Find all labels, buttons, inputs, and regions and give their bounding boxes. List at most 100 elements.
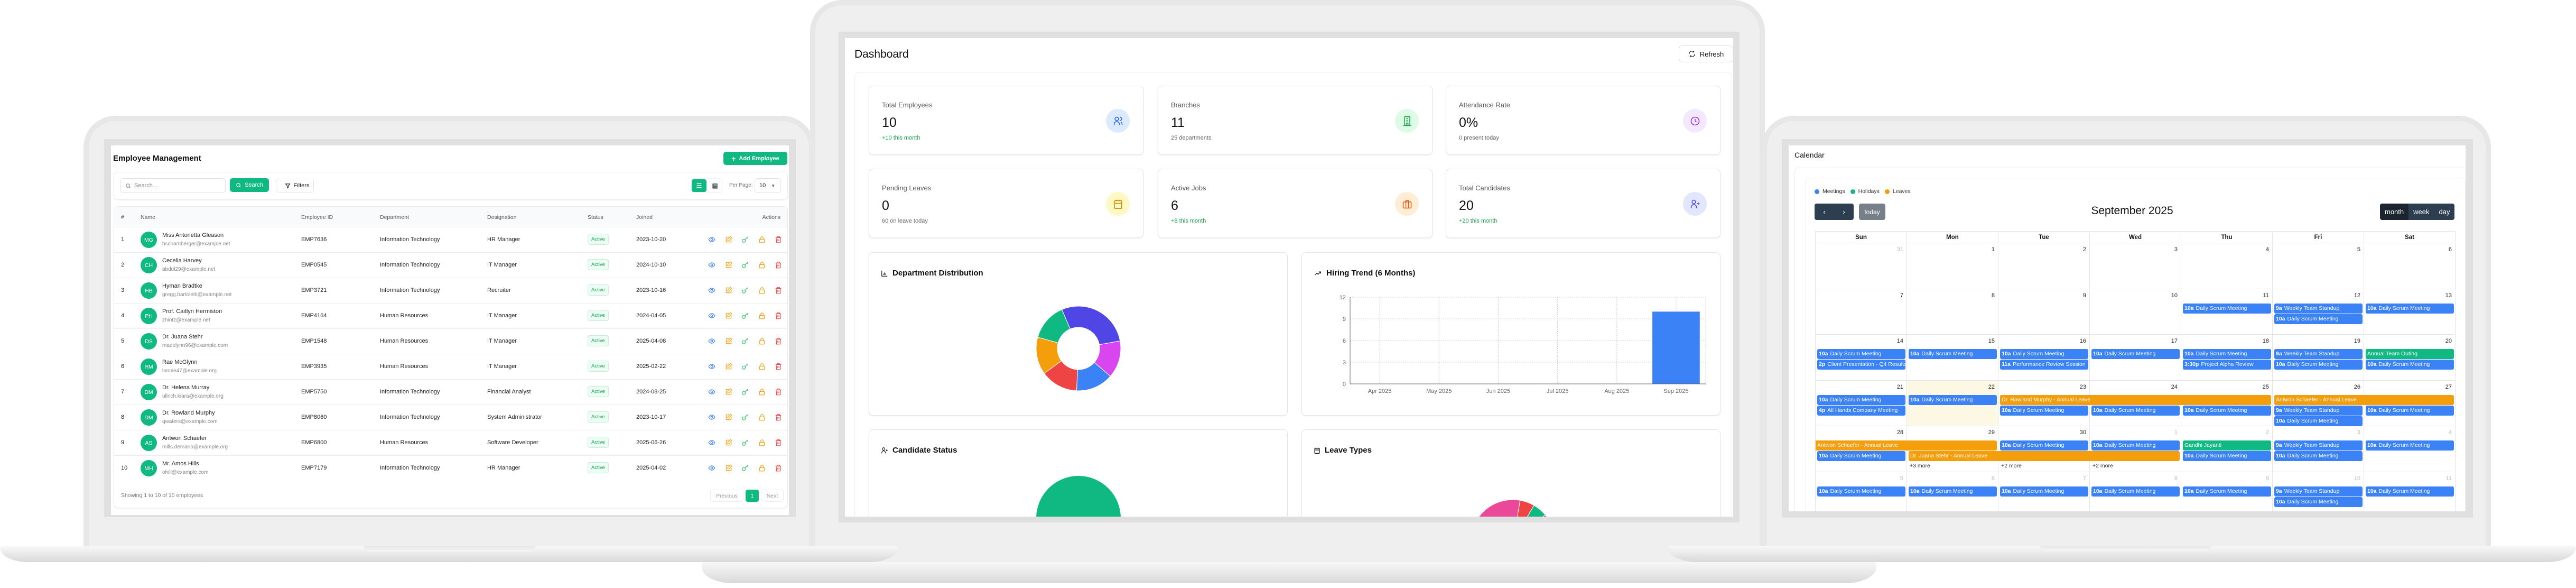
day-number[interactable]: 5	[2357, 246, 2360, 253]
day-cell[interactable]: 19	[2273, 335, 2364, 381]
day-number[interactable]: 4	[2448, 429, 2452, 436]
leave-event[interactable]: Antwon Schaefer - Annual Leave	[2274, 394, 2454, 405]
employee-name[interactable]: Dr. Helena Murray	[162, 384, 210, 391]
day-cell[interactable]: 5	[2273, 243, 2364, 289]
calendar-event[interactable]: 10a Daily Scrum Meeting	[1909, 486, 1997, 497]
search-button[interactable]: Search	[230, 178, 269, 192]
day-cell[interactable]: 15	[1907, 335, 1998, 381]
edit-icon[interactable]	[725, 311, 732, 320]
grid-view-button[interactable]: ▦	[712, 182, 718, 189]
list-view-button[interactable]: ☰	[692, 179, 706, 192]
lock-icon[interactable]	[758, 235, 766, 244]
column-header[interactable]: Name	[141, 214, 156, 221]
day-number[interactable]: 7	[1900, 292, 1903, 299]
day-number[interactable]: 10	[2354, 475, 2360, 482]
calendar-event[interactable]: 10a Daily Scrum Meeting	[1909, 394, 1997, 405]
calendar-event[interactable]: 10a Daily Scrum Meeting	[2366, 303, 2454, 314]
day-number[interactable]: 17	[2171, 338, 2178, 345]
edit-icon[interactable]	[725, 464, 732, 472]
day-cell[interactable]: 10	[2273, 472, 2364, 511]
day-number[interactable]: 27	[2445, 383, 2452, 390]
day-cell[interactable]: 11	[2364, 472, 2456, 511]
column-header[interactable]: Joined	[636, 214, 653, 221]
day-number[interactable]: 31	[1896, 246, 1903, 253]
day-number[interactable]: 9	[2082, 292, 2086, 299]
calendar-event[interactable]: 10a Daily Scrum Meeting	[1817, 349, 1905, 360]
day-cell[interactable]: 5	[1816, 472, 1907, 511]
key-icon[interactable]	[741, 235, 749, 244]
day-number[interactable]: 8	[1991, 292, 1995, 299]
calendar-event[interactable]: 10a Daily Scrum Meeting	[2183, 303, 2271, 314]
day-number[interactable]: 29	[1988, 429, 1995, 436]
eye-icon[interactable]	[708, 235, 715, 244]
calendar-event[interactable]: 10a Daily Scrum Meeting	[2274, 497, 2363, 507]
key-icon[interactable]	[741, 362, 749, 371]
day-number[interactable]: 21	[1896, 383, 1903, 390]
calendar-event[interactable]: 10a Daily Scrum Meeting	[1817, 394, 1905, 405]
edit-icon[interactable]	[725, 235, 732, 244]
day-number[interactable]: 13	[2445, 292, 2452, 299]
calendar-event[interactable]: 10a Daily Scrum Meeting	[2091, 405, 2180, 416]
edit-icon[interactable]	[725, 388, 732, 396]
eye-icon[interactable]	[708, 438, 715, 447]
employee-name[interactable]: Dr. Juana Stehr	[162, 334, 203, 340]
calendar-event[interactable]: 9a Weekly Team Standup	[2274, 303, 2363, 314]
day-cell[interactable]: 30	[1998, 426, 2090, 472]
day-number[interactable]: 23	[2079, 383, 2086, 390]
day-cell[interactable]: 8	[1907, 289, 1998, 335]
employee-name[interactable]: Antwon Schaefer	[162, 435, 207, 442]
day-cell[interactable]: 9	[2181, 472, 2273, 511]
day-number[interactable]: 2	[2082, 246, 2086, 253]
day-cell[interactable]: 14	[1816, 335, 1907, 381]
calendar-event[interactable]: 10a Daily Scrum Meeting	[2091, 486, 2180, 497]
day-number[interactable]: 2	[2265, 429, 2269, 436]
lock-icon[interactable]	[758, 337, 766, 345]
key-icon[interactable]	[741, 337, 749, 345]
day-number[interactable]: 14	[1896, 338, 1903, 345]
calendar-event[interactable]: 10a Daily Scrum Meeting	[1909, 349, 1997, 360]
calendar-event[interactable]: 10a Daily Scrum Meeting	[2000, 486, 2088, 497]
calendar-event[interactable]: 9a Weekly Team Standup	[2274, 405, 2363, 416]
eye-icon[interactable]	[708, 388, 715, 396]
key-icon[interactable]	[741, 261, 749, 269]
calendar-event[interactable]: 10a Daily Scrum Meeting	[1817, 486, 1905, 497]
calendar-event[interactable]: 10a Daily Scrum Meeting	[1817, 451, 1905, 462]
key-icon[interactable]	[741, 413, 749, 421]
day-number[interactable]: 15	[1988, 338, 1995, 345]
day-number[interactable]: 25	[2262, 383, 2269, 390]
filters-button[interactable]: Filters	[276, 179, 314, 192]
day-number[interactable]: 16	[2079, 338, 2086, 345]
key-icon[interactable]	[741, 438, 749, 447]
calendar-event[interactable]: 10a Daily Scrum Meeting	[2183, 405, 2271, 416]
day-cell[interactable]: 20	[2364, 335, 2456, 381]
edit-icon[interactable]	[725, 362, 732, 371]
key-icon[interactable]	[741, 311, 749, 320]
day-number[interactable]: 11	[2263, 292, 2269, 299]
day-number[interactable]: 1	[2174, 429, 2178, 436]
employee-name[interactable]: Rae McGlynn	[162, 359, 198, 365]
calendar-event[interactable]: 4p All Hands Company Meeting	[1817, 405, 1905, 416]
leave-event[interactable]: Dr. Rowland Murphy - Annual Leave	[2000, 394, 2271, 405]
day-cell[interactable]: 27	[2364, 380, 2456, 427]
calendar-event[interactable]: 3:30p Project Alpha Review	[2183, 360, 2271, 370]
day-cell[interactable]: 2	[2181, 426, 2273, 472]
pie-slice[interactable]	[1036, 476, 1121, 517]
view-day-button[interactable]: day	[2434, 204, 2455, 220]
calendar-event[interactable]: 10a Daily Scrum Meeting	[2183, 486, 2271, 497]
key-icon[interactable]	[741, 464, 749, 472]
trash-icon[interactable]	[775, 413, 782, 421]
day-cell[interactable]: 2	[1998, 243, 2090, 289]
bar-sep-2025[interactable]	[1652, 311, 1700, 384]
more-events-link[interactable]: +2 more	[2001, 463, 2022, 470]
trash-icon[interactable]	[775, 286, 782, 295]
day-cell[interactable]: 7	[1816, 289, 1907, 335]
calendar-event[interactable]: Gandhi Jayanti	[2183, 440, 2271, 451]
lock-icon[interactable]	[758, 362, 766, 371]
pie-slice-5[interactable]	[1037, 309, 1071, 343]
edit-icon[interactable]	[725, 261, 732, 269]
calendar-event[interactable]: 10a Daily Scrum Meeting	[2274, 416, 2363, 426]
day-number[interactable]: 3	[2174, 246, 2178, 253]
day-cell[interactable]: 17	[2090, 335, 2181, 381]
lock-icon[interactable]	[758, 413, 766, 421]
lock-icon[interactable]	[758, 261, 766, 269]
